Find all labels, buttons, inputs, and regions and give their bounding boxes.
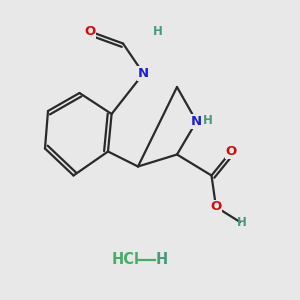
Text: N: N (138, 67, 149, 80)
Text: H: H (203, 113, 213, 127)
Text: H: H (237, 215, 246, 229)
Text: N: N (191, 115, 202, 128)
Text: O: O (225, 145, 237, 158)
Text: O: O (84, 25, 96, 38)
Text: O: O (210, 200, 222, 214)
Text: H: H (153, 25, 162, 38)
Text: HCl: HCl (112, 252, 140, 267)
Text: H: H (156, 252, 168, 267)
